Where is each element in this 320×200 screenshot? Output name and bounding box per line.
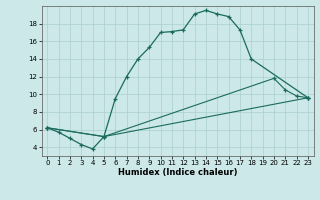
X-axis label: Humidex (Indice chaleur): Humidex (Indice chaleur) [118, 168, 237, 177]
